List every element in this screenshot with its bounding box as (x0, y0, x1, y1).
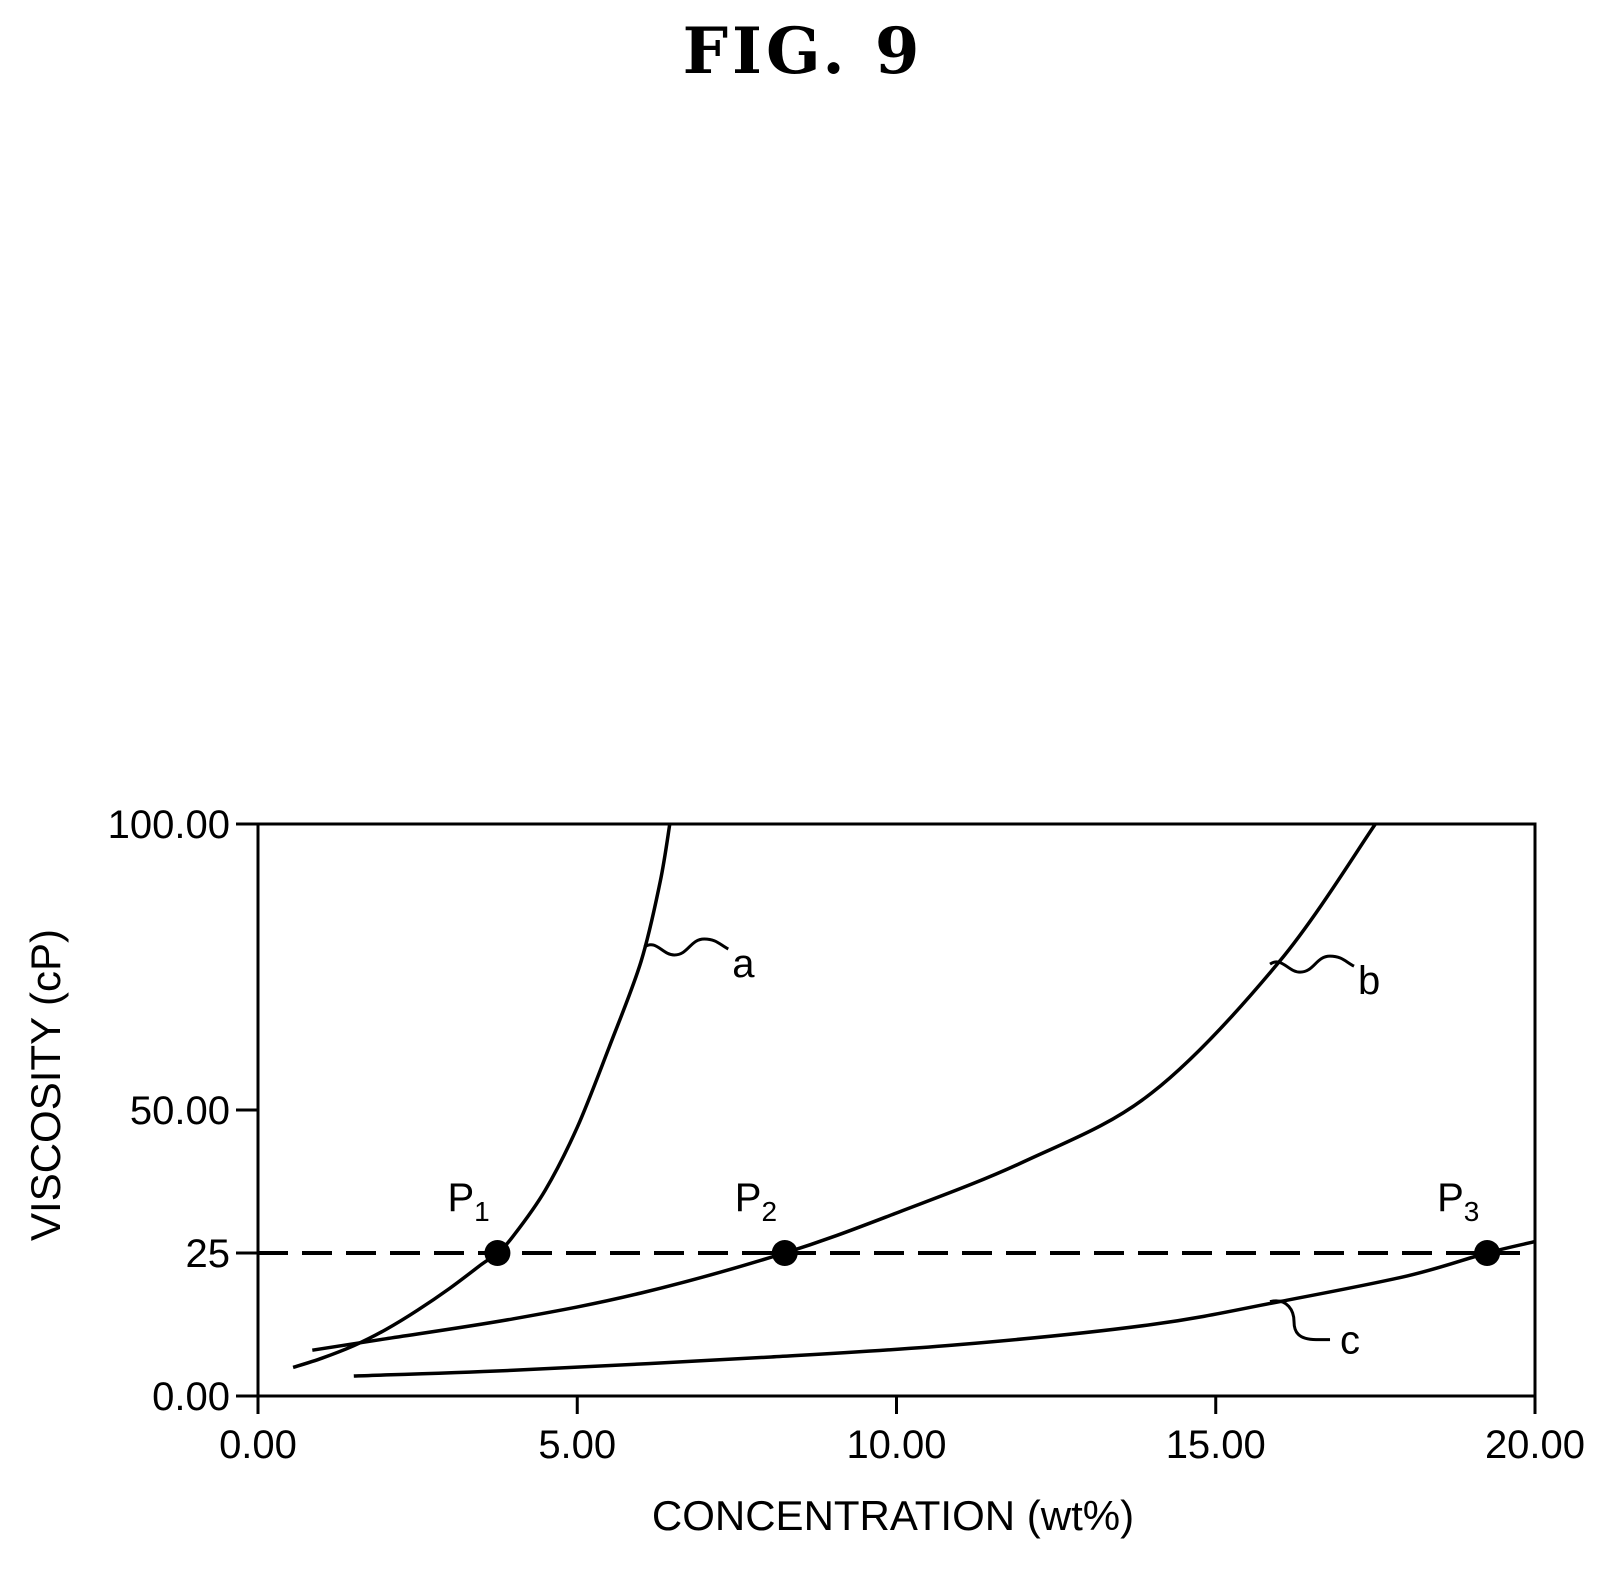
point-p3 (1474, 1240, 1501, 1266)
curve-label-a: a (732, 942, 755, 986)
y-tick-label: 0.00 (152, 1375, 230, 1419)
x-tick-label: 5.00 (538, 1423, 616, 1467)
curve-b (312, 822, 1377, 1352)
point-p1 (484, 1240, 511, 1266)
y-axis-title: VISCOSITY (cP) (22, 929, 69, 1241)
curve-labels: a b c (643, 937, 1380, 1363)
curve-c (353, 1239, 1536, 1378)
curve-leader-b (1269, 954, 1355, 974)
x-axis-title: CONCENTRATION (wt%) (652, 1492, 1134, 1539)
point-p2 (771, 1240, 798, 1266)
curve-leader-a (643, 937, 729, 957)
figure-title: FIG. 9 (682, 14, 924, 89)
y-tick-label: 100.00 (108, 803, 230, 847)
curve-leader-c (1269, 1299, 1331, 1342)
curve-label-c: c (1340, 1319, 1360, 1363)
curve-a (292, 823, 672, 1370)
curves (292, 822, 1536, 1378)
x-tick-label: 0.00 (219, 1423, 297, 1467)
point-label-p2: P2 (735, 1176, 777, 1227)
x-tick-label: 10.00 (846, 1423, 946, 1467)
curve-label-b: b (1358, 959, 1380, 1003)
x-axis-ticks: 0.00 5.00 10.00 15.00 20.00 (219, 1396, 1585, 1467)
y-tick-label: 25 (186, 1232, 231, 1276)
plot-frame (256, 822, 1537, 1398)
point-label-p1: P1 (447, 1176, 489, 1227)
marked-points: P1 P2 P3 (447, 1176, 1501, 1266)
x-tick-label: 15.00 (1166, 1423, 1266, 1467)
y-axis-ticks: 0.00 25 50.00 100.00 (108, 803, 258, 1419)
plot-border (256, 822, 1537, 1398)
x-tick-label: 20.00 (1485, 1423, 1585, 1467)
point-label-p3: P3 (1437, 1176, 1479, 1227)
y-tick-label: 50.00 (130, 1089, 230, 1133)
